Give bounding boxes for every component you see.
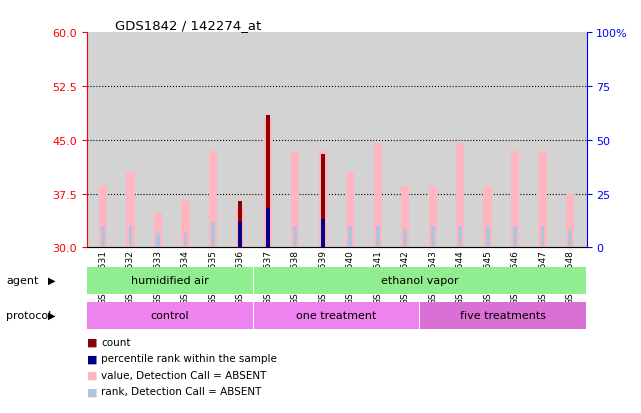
Bar [456, 144, 464, 248]
Text: protocol: protocol [6, 310, 52, 320]
Bar [511, 151, 519, 248]
Bar [538, 151, 547, 248]
Text: ▶: ▶ [48, 310, 56, 320]
Bar [183, 233, 187, 248]
Bar [321, 155, 325, 248]
Text: one treatment: one treatment [296, 311, 377, 320]
Bar [431, 226, 435, 248]
Text: ▶: ▶ [48, 275, 56, 285]
Text: percentile rank within the sample: percentile rank within the sample [101, 354, 277, 363]
Bar [346, 173, 354, 248]
Text: ■: ■ [87, 387, 97, 396]
Text: humidified air: humidified air [131, 275, 209, 285]
Bar [294, 226, 297, 248]
Bar [403, 230, 407, 248]
Bar [238, 223, 242, 248]
Bar [568, 230, 572, 248]
Bar [237, 209, 244, 248]
Text: agent: agent [6, 275, 39, 285]
Bar [263, 119, 272, 248]
Bar [254, 267, 586, 294]
Bar [266, 209, 270, 248]
Bar [238, 201, 242, 248]
Bar [566, 194, 574, 248]
Bar [129, 226, 133, 248]
Bar [458, 226, 462, 248]
Bar [87, 302, 253, 329]
Bar [254, 302, 419, 329]
Bar [348, 226, 352, 248]
Bar [420, 302, 586, 329]
Bar [238, 230, 242, 248]
Text: ■: ■ [87, 370, 97, 380]
Bar [321, 223, 325, 248]
Bar [126, 173, 135, 248]
Bar [156, 233, 160, 248]
Text: control: control [151, 311, 189, 320]
Text: ■: ■ [87, 337, 97, 347]
Bar [376, 226, 379, 248]
Bar [401, 187, 410, 248]
Bar [540, 226, 544, 248]
Text: value, Detection Call = ABSENT: value, Detection Call = ABSENT [101, 370, 267, 380]
Bar [513, 226, 517, 248]
Bar [321, 219, 325, 248]
Bar [429, 187, 437, 248]
Text: five treatments: five treatments [460, 311, 546, 320]
Bar [291, 151, 299, 248]
Text: count: count [101, 337, 131, 347]
Bar [87, 267, 253, 294]
Bar [319, 151, 327, 248]
Bar [483, 187, 492, 248]
Text: GDS1842 / 142274_at: GDS1842 / 142274_at [115, 19, 262, 31]
Bar [154, 212, 162, 248]
Bar [374, 144, 382, 248]
Text: rank, Detection Call = ABSENT: rank, Detection Call = ABSENT [101, 387, 262, 396]
Bar [99, 187, 107, 248]
Bar [181, 201, 190, 248]
Bar [211, 223, 215, 248]
Text: ethanol vapor: ethanol vapor [381, 275, 459, 285]
Bar [266, 212, 270, 248]
Text: ■: ■ [87, 354, 97, 363]
Bar [209, 151, 217, 248]
Bar [486, 226, 490, 248]
Bar [101, 226, 105, 248]
Bar [266, 115, 270, 248]
